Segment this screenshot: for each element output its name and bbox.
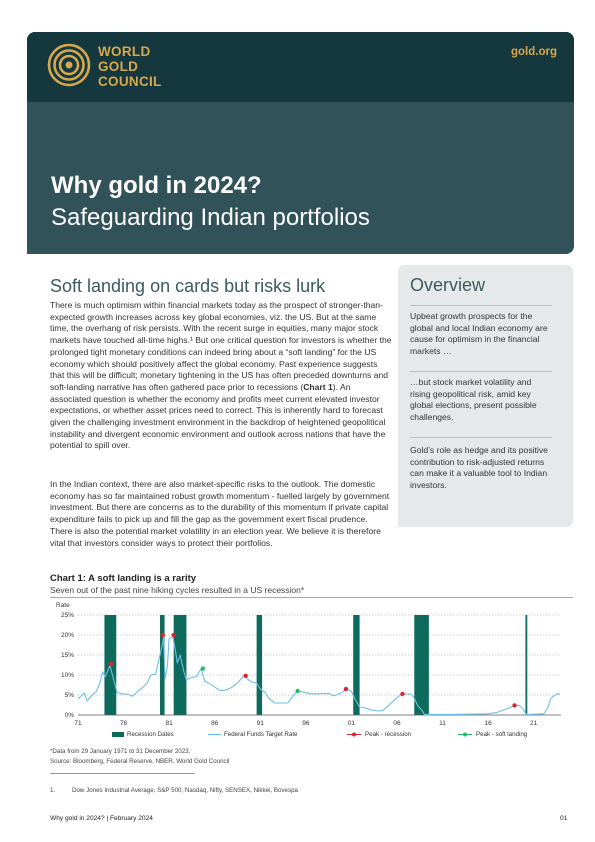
overview-title: Overview: [410, 275, 486, 295]
fed-funds-rate-line: [77, 636, 561, 716]
legend-recession-label: Recession Dates: [127, 731, 174, 738]
x-tick-label: 21: [530, 720, 538, 727]
x-tick-label: 86: [211, 720, 219, 727]
chart-reference: Chart 1: [303, 381, 333, 392]
page-title: Why gold in 2024?: [51, 172, 262, 199]
x-tick-label: 81: [166, 720, 174, 727]
x-tick-label: 91: [257, 720, 265, 727]
legend-peak-soft-label: Peak - soft landing: [476, 731, 528, 738]
y-tick-label: 15%: [61, 652, 74, 659]
recession-bar: [414, 615, 429, 715]
y-tick-label: 10%: [61, 672, 74, 679]
peak-recession-point: [171, 632, 176, 638]
chart-note: *Data from 29 January 1971 to 31 Decembe…: [50, 748, 191, 755]
peak-recession-point: [512, 703, 517, 708]
peak-recession-point: [160, 632, 165, 638]
section-title: Soft landing on cards but risks lurk: [50, 276, 326, 296]
overview-divider: [410, 437, 552, 438]
legend-recession-swatch: [112, 732, 124, 737]
y-tick-label: 25%: [61, 612, 74, 619]
x-tick-label: 16: [484, 720, 492, 727]
world-gold-council-logo: [47, 43, 91, 87]
overview-box: Overview Upbeat growth prospects for the…: [398, 265, 573, 527]
site-link[interactable]: gold.org: [511, 46, 557, 58]
legend-rate-label: Federal Funds Target Rate: [224, 731, 298, 738]
report-header: WORLD GOLD COUNCIL gold.org Why gold in …: [27, 32, 574, 254]
overview-divider: [410, 305, 552, 306]
legend-peak-recession-label: Peak - recession: [365, 731, 412, 738]
recession-bar: [173, 615, 187, 715]
footnote-number: 1.: [50, 787, 56, 794]
intro-paragraph: There is much optimism within financial …: [50, 300, 392, 451]
peak-recession-point: [243, 673, 248, 678]
chart-title: Chart 1: A soft landing is a rarity: [50, 573, 197, 584]
x-tick-label: 11: [439, 720, 446, 727]
peak-recession-point: [343, 686, 349, 692]
x-tick-label: 96: [302, 720, 310, 727]
peak-recession-point: [108, 662, 114, 667]
logo-wordmark: WORLD GOLD COUNCIL: [98, 44, 162, 89]
header-top-bar: [27, 32, 574, 102]
footnote: 1. Dow Jones Industrial Average, S&P 500,…: [50, 787, 298, 794]
peak-soft-landing-point: [295, 688, 300, 694]
recession-bar: [160, 615, 165, 715]
y-tick-label: 20%: [61, 632, 74, 639]
chart-rule: [50, 597, 573, 598]
recession-bar: [256, 615, 263, 715]
legend-peak-soft-dot: [463, 732, 467, 737]
x-tick-label: 01: [348, 720, 356, 727]
x-tick-label: 71: [74, 720, 82, 727]
overview-item: Upbeat growth prospects for the global a…: [410, 311, 548, 356]
y-tick-label: 5%: [65, 692, 75, 699]
recession-bar: [525, 615, 528, 715]
chart-subtitle: Seven out of the past nine hiking cycles…: [50, 585, 305, 595]
india-paragraph: In the Indian context, there are also ma…: [50, 479, 390, 548]
peak-soft-landing-point: [200, 666, 206, 671]
footnote-rule: [50, 773, 195, 774]
legend-peak-recession-dot: [352, 732, 356, 737]
fed-funds-chart: Rate 0% 5% 10% 15% 20% 25% 71 76 81 86 91 96 01 06 11 16…: [56, 602, 561, 738]
y-tick-label: 0%: [65, 712, 75, 719]
peak-recession-point: [400, 691, 405, 697]
x-tick-label: 06: [393, 720, 401, 727]
overview-item: …but stock market volatility and rising …: [410, 377, 537, 422]
page-number: 01: [560, 815, 568, 822]
y-axis-label: Rate: [56, 602, 70, 609]
recession-bar: [353, 615, 360, 715]
overview-divider: [410, 371, 552, 372]
footnote-text: Dow Jones Industrial Average, S&P 500, N…: [72, 787, 298, 794]
footer-title: Why gold in 2024? | February 2024: [50, 815, 153, 822]
chart-source: Source: Bloomberg, Federal Reserve, NBER…: [50, 758, 230, 765]
x-tick-label: 76: [120, 720, 128, 727]
overview-item: Gold’s role as hedge and its positive co…: [410, 445, 548, 490]
page-subtitle: Safeguarding Indian portfolios: [51, 204, 370, 231]
